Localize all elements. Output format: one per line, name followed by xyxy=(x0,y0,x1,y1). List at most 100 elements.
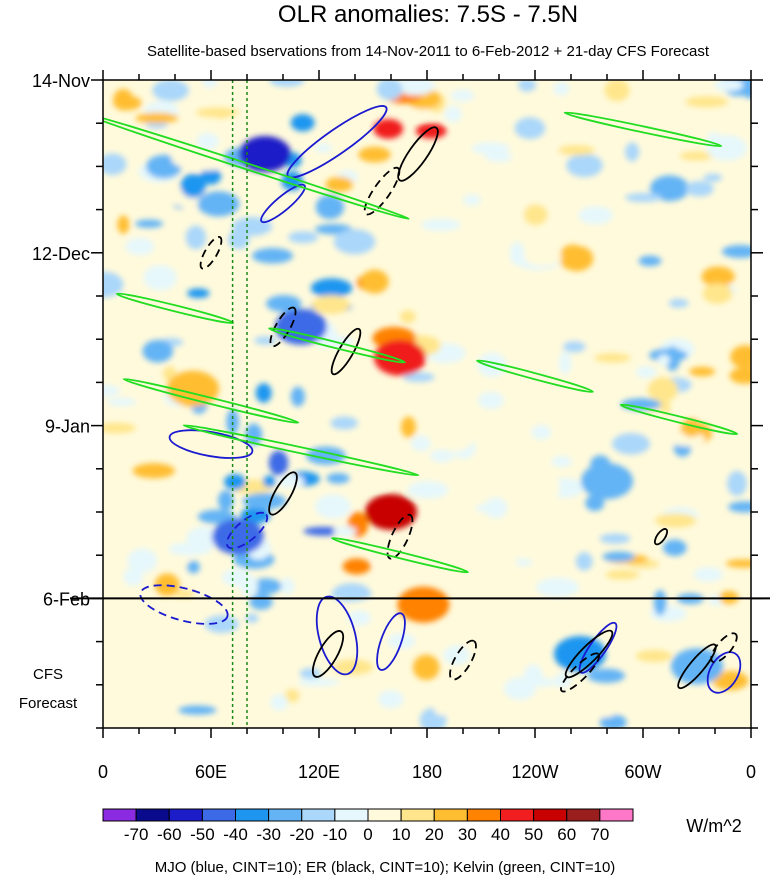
anomaly-cell xyxy=(310,278,353,298)
anomaly-cell xyxy=(311,295,351,315)
anomaly-cell xyxy=(197,191,240,217)
anomaly-cell xyxy=(180,173,207,199)
colorbar-label: -50 xyxy=(190,825,215,844)
wave-contour xyxy=(268,471,298,516)
anomaly-cell xyxy=(290,114,315,132)
anomaly-cell xyxy=(242,492,287,510)
anomaly-cell xyxy=(400,416,416,438)
y-tick-label: 14-Nov xyxy=(32,71,90,91)
anomaly-cell xyxy=(536,142,565,169)
anomaly-cell xyxy=(333,526,357,537)
wave-contour xyxy=(168,429,254,459)
anomaly-cell xyxy=(559,244,587,271)
wave-contour xyxy=(311,630,345,678)
anomaly-cell xyxy=(290,386,305,407)
anomaly-cell xyxy=(314,143,333,153)
anomaly-cell xyxy=(730,345,751,369)
anomaly-cell xyxy=(187,288,210,299)
anomaly-region xyxy=(581,463,633,500)
wave-contour xyxy=(269,306,297,348)
anomaly-cell xyxy=(655,513,697,528)
chart-title: OLR anomalies: 7.5S - 7.5N xyxy=(278,1,578,28)
anomaly-cell xyxy=(330,416,359,430)
wave-contour xyxy=(476,359,594,393)
anomaly-cell xyxy=(557,145,595,156)
colorbar-swatch xyxy=(102,808,137,822)
anomaly-cell xyxy=(434,704,450,716)
colorbar-swatch xyxy=(135,808,170,822)
anomaly-cell xyxy=(135,112,179,124)
anomaly-cell xyxy=(587,668,626,683)
anomaly-cell xyxy=(702,283,733,304)
anomaly-cell xyxy=(429,449,454,463)
anomaly-cell xyxy=(484,91,501,105)
wave-contour xyxy=(182,424,420,477)
anomaly-cell xyxy=(227,229,250,250)
anomaly-cell xyxy=(407,481,449,499)
colorbar-swatch xyxy=(500,808,535,822)
colorbar-label: 0 xyxy=(363,825,372,844)
y-tick-label: 9-Jan xyxy=(45,417,90,437)
wave-contour xyxy=(331,537,469,574)
anomaly-cell xyxy=(685,180,714,197)
colorbar-swatch xyxy=(466,808,501,822)
colorbar-label: -20 xyxy=(289,825,314,844)
anomaly-cell xyxy=(187,560,200,574)
wave-contour xyxy=(560,652,600,693)
colorbar-swatch xyxy=(301,808,336,822)
anomaly-cell xyxy=(612,433,651,455)
anomaly-cell xyxy=(249,593,273,610)
wave-contour xyxy=(315,595,359,676)
anomaly-region xyxy=(374,339,426,376)
wave-contour xyxy=(330,327,362,376)
anomaly-cell xyxy=(521,298,552,322)
anomaly-cell xyxy=(297,678,340,687)
wave-contour xyxy=(199,236,223,270)
anomaly-cell xyxy=(173,589,195,599)
anomaly-cell xyxy=(599,533,631,544)
anomaly-cell xyxy=(326,472,350,484)
anomaly-cell xyxy=(412,654,440,681)
anomaly-region xyxy=(437,154,489,191)
anomaly-cell xyxy=(399,310,416,324)
y-axis: 14-Nov 12-Dec 9-Jan 6-Feb xyxy=(32,71,763,729)
y-tick-label: 12-Dec xyxy=(32,244,90,264)
anomaly-cell xyxy=(376,80,403,101)
x-tick-label: 180 xyxy=(412,762,442,782)
anomaly-cell xyxy=(360,269,389,294)
anomaly-cell xyxy=(222,568,251,587)
anomaly-cell xyxy=(396,80,435,96)
anomaly-cell xyxy=(123,568,143,586)
anomaly-region xyxy=(239,136,291,173)
anomaly-cell xyxy=(152,80,190,102)
wave-contour xyxy=(710,632,738,664)
anomaly-cell xyxy=(647,377,679,403)
colorbar-label: -70 xyxy=(124,825,149,844)
anomaly-cell xyxy=(443,645,470,665)
anomaly-cell xyxy=(314,494,351,519)
anomaly-cell xyxy=(333,659,374,675)
colorbar-swatch xyxy=(533,808,568,822)
colorbar-swatch xyxy=(334,808,369,822)
colorbar-swatch xyxy=(566,808,601,822)
anomaly-cell xyxy=(333,229,376,255)
wave-contour xyxy=(122,378,300,424)
anomaly-cell xyxy=(202,80,218,89)
anomaly-cell xyxy=(536,474,560,500)
anomaly-cell xyxy=(315,194,345,220)
anomaly-region xyxy=(671,648,723,685)
wave-contour xyxy=(139,584,229,625)
anomaly-cell xyxy=(226,409,240,435)
anomaly-cell xyxy=(113,95,142,111)
anomaly-cell xyxy=(591,382,606,393)
wave-contour xyxy=(376,612,406,671)
anomaly-region xyxy=(212,518,264,555)
anomaly-cell xyxy=(531,424,552,440)
anomaly-cell xyxy=(728,501,751,513)
anomaly-cell xyxy=(703,173,723,182)
anomaly-cell xyxy=(103,385,121,397)
anomaly-cell xyxy=(378,690,404,709)
anomaly-cell xyxy=(103,422,137,434)
x-tick-label: 60W xyxy=(624,762,661,782)
